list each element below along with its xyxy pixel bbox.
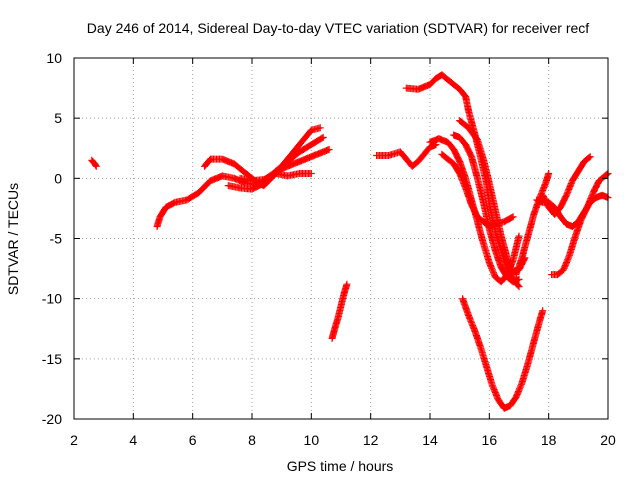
series-arc-14: [512, 170, 553, 279]
series-arc-7: [373, 141, 440, 170]
y-tick-label: -5: [50, 231, 63, 247]
x-tick-label: 18: [541, 432, 557, 448]
data-series: [88, 71, 612, 412]
y-tick-label: 0: [54, 170, 62, 186]
x-tick-label: 20: [600, 432, 616, 448]
series-arc-17: [548, 170, 612, 279]
y-tick-label: 5: [54, 110, 62, 126]
y-axis-ticks: -20 -15 -10 -5 0 5 10: [42, 50, 608, 427]
data-point-markers: [459, 295, 547, 412]
y-tick-label: 10: [46, 50, 62, 66]
data-point-markers: [328, 280, 351, 342]
data-point-markers: [88, 156, 100, 170]
data-point-markers: [438, 150, 517, 230]
y-tick-label: -20: [42, 411, 62, 427]
x-tick-label: 16: [482, 432, 498, 448]
y-tick-label: -10: [42, 291, 62, 307]
y-tick-label: -15: [42, 351, 62, 367]
y-axis-title: SDTVAR / TECUs: [5, 183, 21, 295]
data-point-markers: [512, 170, 553, 279]
x-tick-label: 8: [248, 432, 256, 448]
x-tick-label: 6: [189, 432, 197, 448]
series-arc-5: [236, 170, 315, 185]
data-point-markers: [548, 170, 612, 279]
series-arc-12: [438, 150, 517, 230]
data-point-markers: [236, 170, 315, 185]
series-arc-1: [88, 156, 100, 170]
x-tick-label: 14: [422, 432, 438, 448]
x-tick-label: 4: [129, 432, 137, 448]
x-axis-title: GPS time / hours: [287, 458, 394, 474]
x-tick-label: 2: [70, 432, 78, 448]
x-tick-label: 10: [304, 432, 320, 448]
x-axis-ticks: 2 4 6 8 10 12 14 16 18 20: [70, 58, 616, 448]
x-tick-label: 12: [363, 432, 379, 448]
series-arc-13: [459, 295, 547, 412]
data-point-markers: [373, 141, 440, 170]
chart-title: Day 246 of 2014, Sidereal Day-to-day VTE…: [87, 20, 589, 36]
series-arc-6: [328, 280, 351, 342]
